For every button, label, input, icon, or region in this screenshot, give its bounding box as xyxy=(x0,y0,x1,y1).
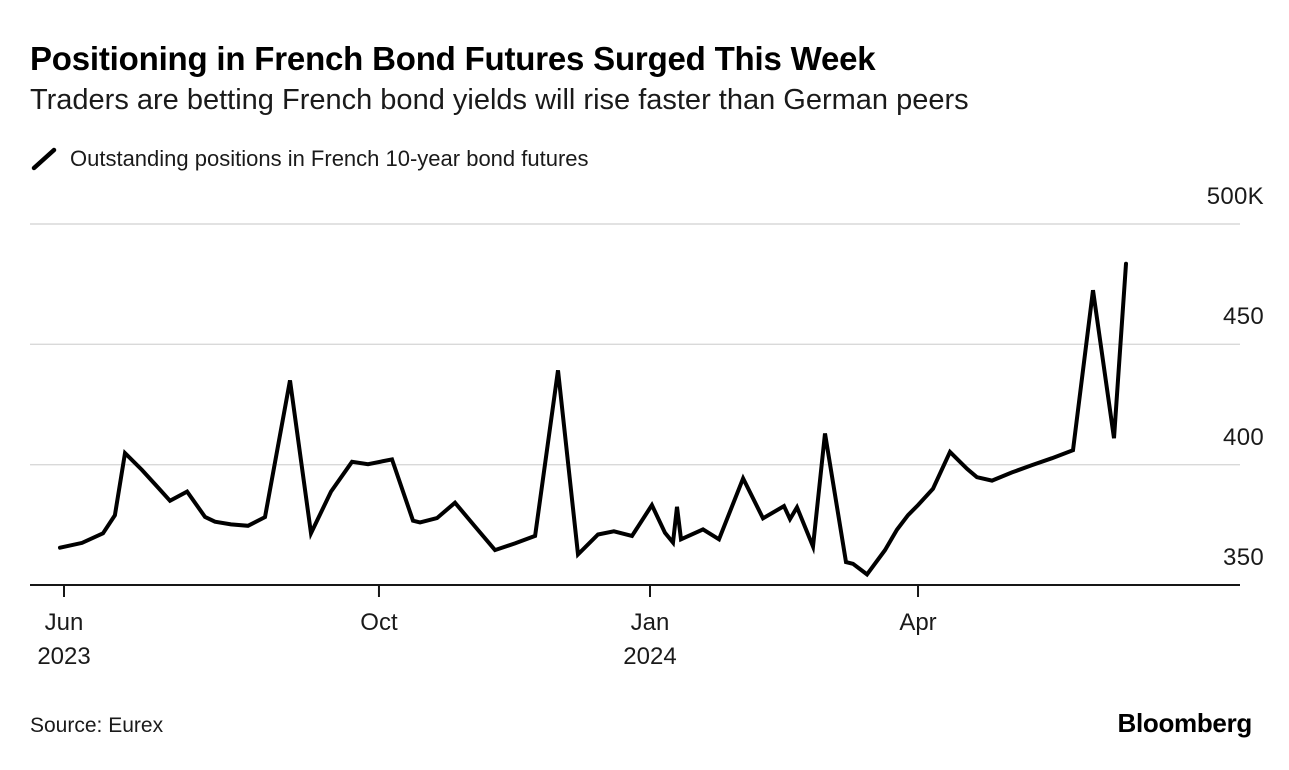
y-tick-label: 400 xyxy=(1223,423,1264,451)
x-tick-month: Jan xyxy=(630,609,670,636)
x-tick-month: Apr xyxy=(899,609,937,636)
bloomberg-logo: Bloomberg xyxy=(1117,708,1252,738)
y-tick-label: 350 xyxy=(1223,544,1264,571)
x-tick-label: Oct xyxy=(304,606,454,640)
data-line xyxy=(58,261,1128,578)
legend-label: Outstanding positions in French 10-year … xyxy=(70,146,589,171)
x-tick-label: Jan 2024 xyxy=(575,606,725,674)
line-series-marker-icon xyxy=(31,147,57,170)
x-tick-month: Jun xyxy=(44,609,84,636)
x-tick-year: 2024 xyxy=(623,643,677,670)
x-tick-label: Apr xyxy=(843,606,993,640)
x-tick-month: Oct xyxy=(360,609,398,636)
x-tick-label: Jun 2023 xyxy=(0,606,139,674)
chart-subtitle: Traders are betting French bond yields w… xyxy=(30,84,969,116)
source-label: Source: Eurex xyxy=(30,714,164,737)
y-tick-label: 500K xyxy=(1206,183,1264,210)
y-tick-label: 450 xyxy=(1223,303,1264,331)
x-tick-year: 2023 xyxy=(37,643,91,670)
chart-title: Positioning in French Bond Futures Surge… xyxy=(30,40,876,77)
legend: Outstanding positions in French 10-year … xyxy=(30,146,589,172)
